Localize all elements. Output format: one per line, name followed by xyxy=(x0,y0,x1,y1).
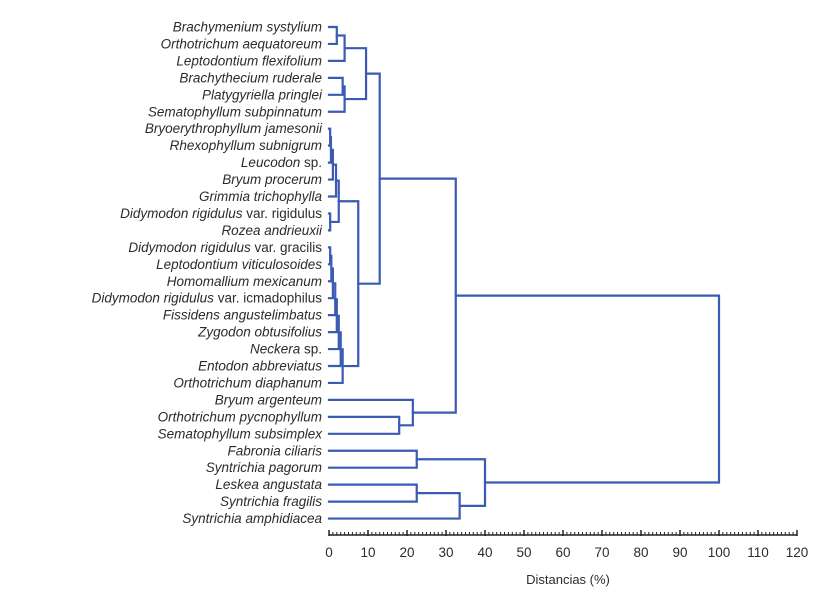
leaf-label-taxon: Didymodon rigidulus xyxy=(92,291,215,306)
leaf-label-taxon: Homomallium mexicanum xyxy=(167,274,322,289)
leaf-label: Grimmia trichophylla xyxy=(199,189,323,204)
leaf-label: Zygodon obtusifolius xyxy=(197,325,322,340)
leaf-label-taxon: Entodon abbreviatus xyxy=(198,359,322,374)
x-tick-label: 50 xyxy=(516,545,531,560)
leaf-label: Syntrichia fragilis xyxy=(220,494,322,509)
dendrogram-link xyxy=(415,458,487,507)
dendrogram-link xyxy=(378,177,457,414)
leaf-label: Didymodon rigidulus var. icmadophilus xyxy=(92,291,323,306)
x-tick-label: 40 xyxy=(477,545,492,560)
leaf-label-taxon: Bryoerythrophyllum jamesonii xyxy=(145,121,323,136)
leaf-label-taxon: Platygyriella pringlei xyxy=(202,87,323,102)
leaf-label: Entodon abbreviatus xyxy=(198,359,322,374)
leaf-label-taxon: Orthotrichum pycnophyllum xyxy=(158,409,322,424)
leaf-label: Sematophyllum subsimplex xyxy=(158,426,324,441)
leaf-label: Orthotrichum aequatoreum xyxy=(161,36,322,51)
leaf-label: Bryum procerum xyxy=(222,172,322,187)
dendrogram-link xyxy=(327,415,401,435)
leaf-label-taxon: Bryum argenteum xyxy=(215,392,322,407)
x-tick-label: 70 xyxy=(594,545,609,560)
x-tick-label: 30 xyxy=(438,545,453,560)
dendrogram-link xyxy=(327,483,418,503)
leaf-label-taxon: Fissidens angustelimbatus xyxy=(163,308,322,323)
leaf-label-suffix: sp. xyxy=(300,155,322,170)
leaf-label-suffix: var. rigidulus xyxy=(242,206,322,221)
leaf-label-taxon: Syntrichia amphidiacea xyxy=(182,511,322,526)
leaf-label-taxon: Leskea angustata xyxy=(215,477,322,492)
leaf-label: Platygyriella pringlei xyxy=(202,87,323,102)
leaf-label: Brachythecium ruderale xyxy=(179,70,322,85)
leaf-label-taxon: Rhexophyllum subnigrum xyxy=(170,138,322,153)
leaf-label-taxon: Syntrichia pagorum xyxy=(206,460,322,475)
x-tick-label: 110 xyxy=(747,545,769,560)
leaf-label-taxon: Rozea andrieuxii xyxy=(221,223,323,238)
leaf-label-suffix: var. gracilis xyxy=(251,240,323,255)
leaf-label-taxon: Brachythecium ruderale xyxy=(179,70,322,85)
leaf-label-taxon: Leucodon xyxy=(241,155,300,170)
leaf-label: Syntrichia amphidiacea xyxy=(182,511,322,526)
leaf-label-taxon: Didymodon rigidulus xyxy=(120,206,243,221)
x-tick-label: 60 xyxy=(555,545,570,560)
dendrogram-link xyxy=(327,76,344,96)
leaf-label: Orthotrichum pycnophyllum xyxy=(158,409,322,424)
leaf-label-suffix: sp. xyxy=(300,342,322,357)
leaf-label-taxon: Neckera xyxy=(250,342,301,357)
dendrogram-link xyxy=(329,179,340,224)
leaf-label: Syntrichia pagorum xyxy=(206,460,322,475)
leaf-label: Fabronia ciliaris xyxy=(227,443,322,458)
leaf-label: Didymodon rigidulus var. rigidulus xyxy=(120,206,322,221)
leaf-label: Rhexophyllum subnigrum xyxy=(170,138,322,153)
leaf-label: Rozea andrieuxii xyxy=(221,223,323,238)
dendrogram-link xyxy=(357,72,381,285)
leaf-label: Leskea angustata xyxy=(215,477,322,492)
dendrogram-link xyxy=(454,294,721,484)
leaf-label: Leucodon sp. xyxy=(241,155,322,170)
x-tick-label: 120 xyxy=(786,545,809,560)
x-tick-label: 80 xyxy=(633,545,648,560)
leaf-label: Brachymenium systylium xyxy=(173,20,322,35)
leaf-label-taxon: Fabronia ciliaris xyxy=(227,443,322,458)
dendrogram-link xyxy=(327,492,461,520)
dendrogram-link xyxy=(327,449,418,469)
dendrogram-link xyxy=(343,47,368,101)
leaf-label-taxon: Sematophyllum subsimplex xyxy=(158,426,324,441)
leaf-label-taxon: Leptodontium viticulosoides xyxy=(156,257,322,272)
leaf-label: Didymodon rigidulus var. gracilis xyxy=(128,240,322,255)
x-tick-label: 20 xyxy=(399,545,414,560)
leaf-label: Bryoerythrophyllum jamesonii xyxy=(145,121,323,136)
leaf-label-taxon: Orthotrichum diaphanum xyxy=(173,375,322,390)
leaf-label: Sematophyllum subpinnatum xyxy=(148,104,322,119)
leaf-label: Leptodontium viticulosoides xyxy=(156,257,322,272)
leaf-label-taxon: Syntrichia fragilis xyxy=(220,494,322,509)
leaf-label-suffix: var. icmadophilus xyxy=(214,291,322,306)
leaf-label-taxon: Bryum procerum xyxy=(222,172,322,187)
x-axis: 0 10 20 30 40 50 60 70 80 90 100 110 120 xyxy=(325,530,808,560)
dendrogram-links xyxy=(327,25,721,520)
leaf-label: Leptodontium flexifolium xyxy=(176,53,322,68)
leaf-label: Neckera sp. xyxy=(250,342,322,357)
leaf-label: Orthotrichum diaphanum xyxy=(173,375,322,390)
leaf-label-taxon: Leptodontium flexifolium xyxy=(176,53,322,68)
leaf-label-taxon: Sematophyllum subpinnatum xyxy=(148,104,322,119)
leaf-label: Bryum argenteum xyxy=(215,392,322,407)
leaf-label-taxon: Zygodon obtusifolius xyxy=(197,325,322,340)
x-axis-title: Distancias (%) xyxy=(526,572,610,587)
leaf-label-taxon: Orthotrichum aequatoreum xyxy=(161,36,322,51)
x-tick-label: 90 xyxy=(672,545,687,560)
dendrogram-link xyxy=(327,25,338,46)
x-tick-label: 0 xyxy=(325,545,333,560)
leaf-label: Fissidens angustelimbatus xyxy=(163,308,322,323)
x-tick-label: 10 xyxy=(360,545,375,560)
x-tick-label: 100 xyxy=(708,545,731,560)
leaf-label-taxon: Brachymenium systylium xyxy=(173,20,322,35)
leaf-label-taxon: Grimmia trichophylla xyxy=(199,189,323,204)
leaf-label-taxon: Didymodon rigidulus xyxy=(128,240,251,255)
leaf-label: Homomallium mexicanum xyxy=(167,274,322,289)
